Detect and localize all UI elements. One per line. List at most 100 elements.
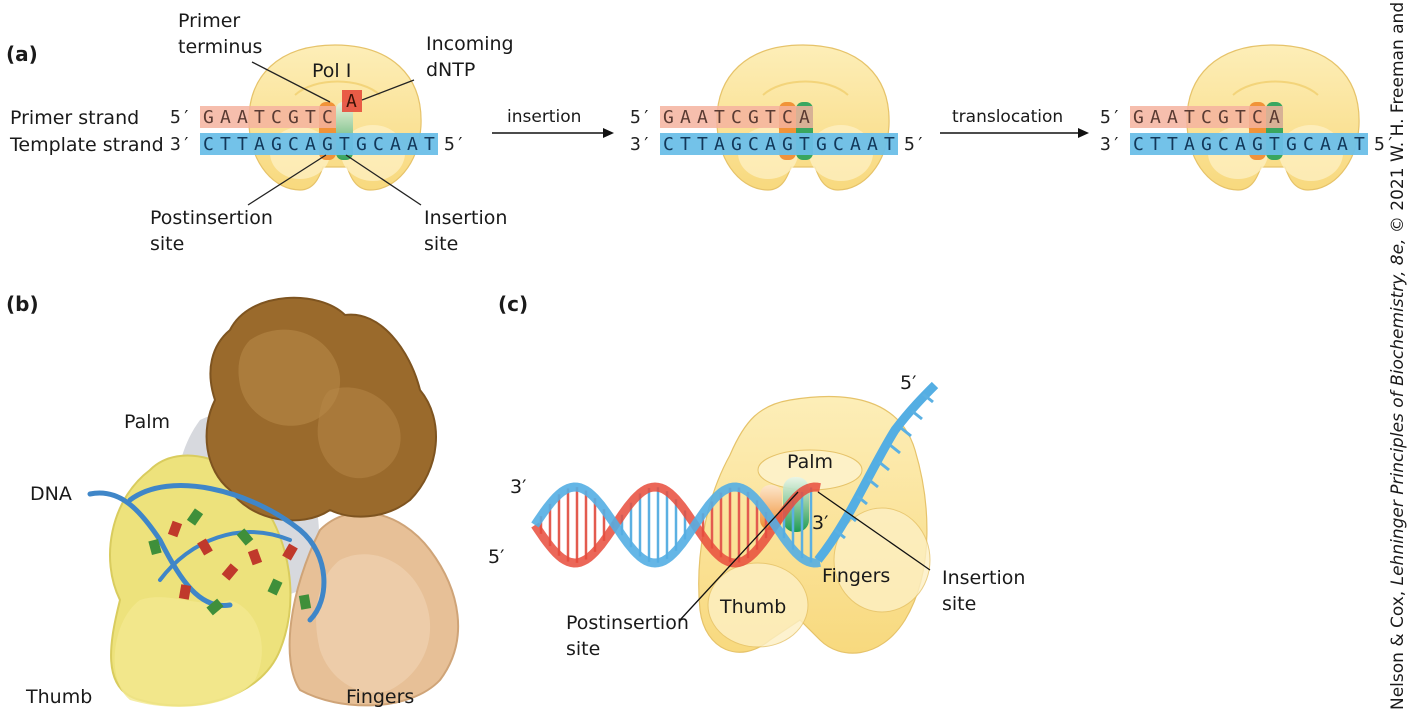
template-base: T [339,134,350,155]
primer-base: G [1218,107,1229,128]
primer-base: A [1150,107,1161,128]
template-strand-bar-2 [660,133,898,155]
template-base: A [305,134,316,155]
primer-base: T [305,107,316,128]
primer-base: T [765,107,776,128]
template-base: G [322,134,333,155]
template-base: A [407,134,418,155]
incoming-dntp-base: A [346,91,357,112]
unpaired-base [911,409,923,421]
template-base: C [833,134,844,155]
template-base: A [714,134,725,155]
credit-rest: © 2021 W. H. Freeman and Company [1388,0,1408,239]
unpaired-base [900,426,912,438]
primer-base: G [288,107,299,128]
primer-base: C [1201,107,1212,128]
template-base: T [1269,134,1280,155]
primer-base: T [254,107,265,128]
panel-a-label: (a) [6,42,38,66]
template-base: A [867,134,878,155]
template-base: G [1286,134,1297,155]
primer-5prime-label-2: 5′ [630,107,652,128]
primer-strand-bar-2 [660,106,813,128]
primer-base: A [697,107,708,128]
insertion-leader-c [817,491,931,571]
template-base: C [203,134,214,155]
unpaired-base [867,477,879,489]
template-base: G [1252,134,1263,155]
template-base: A [1320,134,1331,155]
primer-strand-bar-3 [1130,106,1283,128]
incoming-dntp-box [342,90,362,112]
unpaired-base [889,443,901,455]
fingers-label-b: Fingers [346,686,415,708]
credit-authors: Nelson & Cox, [1388,585,1408,710]
insertion-leader [345,154,422,206]
incoming-dntp-label-2: dNTP [426,59,476,81]
primer-5prime-label-1: 5′ [170,107,192,128]
postinsertion-leader [247,154,327,206]
primer-terminus-label-2: terminus [178,36,263,58]
template-single-strand [814,381,939,563]
template-3prime-label-1: 3′ [170,134,192,155]
insertion-label-1: Insertion [424,207,508,229]
panel-b-artwork [87,296,460,707]
copyright-credit: Nelson & Cox, Lehninger Principles of Bi… [1388,0,1408,710]
primer-base: C [731,107,742,128]
template-base: G [271,134,282,155]
template-base: G [731,134,742,155]
panel-c-artwork [531,381,939,654]
unpaired-base [834,528,846,540]
unpaired-base [856,494,868,506]
template-base: C [1133,134,1144,155]
primer-5prime-label-3: 5′ [1100,107,1122,128]
template-base: T [424,134,435,155]
unpaired-base [922,392,934,404]
template-base: G [1201,134,1212,155]
postinsertion-label-1: Postinsertion [150,207,273,229]
insertion-label-c-1: Insertion [942,567,1026,589]
template-base: T [1167,134,1178,155]
template-base: A [1235,134,1246,155]
template-base: G [782,134,793,155]
primer-base: T [714,107,725,128]
postinsertion-label-c-1: Postinsertion [566,612,689,634]
template-strand-bar-3 [1130,133,1368,155]
dna-label-b: DNA [30,483,72,505]
template-base: A [254,134,265,155]
primer-strand-label: Primer strand [10,107,140,129]
unpaired-base [878,460,890,472]
primer-base: A [1269,107,1280,128]
postinsertion-label-c-2: site [566,638,601,660]
template-base: T [799,134,810,155]
palm-label-b: Palm [124,411,171,433]
template-base: G [816,134,827,155]
primer-base: C [322,107,333,128]
template-5prime-label-2: 5′ [904,134,926,155]
template-base: A [850,134,861,155]
thumb-label-b: Thumb [26,686,93,708]
primer-base: G [663,107,674,128]
incoming-dntp-leader [361,79,415,101]
insertion-arrow-label: insertion [507,107,582,127]
panel-b-label: (b) [6,292,39,316]
primer-base: C [782,107,793,128]
primer-base: A [1167,107,1178,128]
template-base: T [237,134,248,155]
template-base: G [356,134,367,155]
template-base: T [220,134,231,155]
primer-base: G [203,107,214,128]
primer-base: T [1235,107,1246,128]
primer-base: A [220,107,231,128]
incoming-dntp-label-1: Incoming [426,33,514,55]
primer-terminus-leader [251,61,331,103]
template-base: C [288,134,299,155]
template-base: A [1184,134,1195,155]
template-3prime-label-2: 3′ [630,134,652,155]
insertion-label-2: site [424,233,459,255]
template-base: A [390,134,401,155]
template-base: A [1337,134,1348,155]
translocation-arrow-label: translocation [952,107,1064,127]
